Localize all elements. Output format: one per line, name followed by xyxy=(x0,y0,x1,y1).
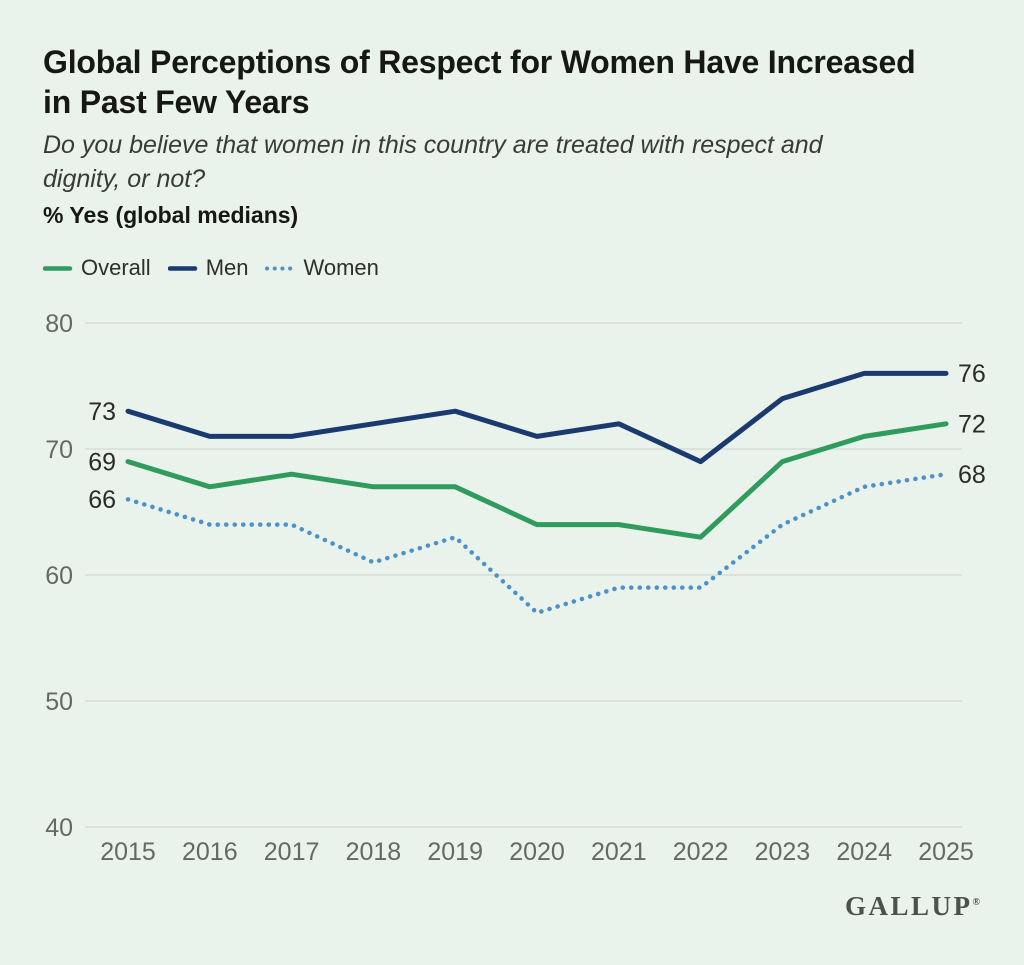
last-point-label-overall: 72 xyxy=(958,411,986,439)
chart-subtitle-line1: Do you believe that women in this countr… xyxy=(43,131,823,159)
series-line-men xyxy=(125,370,949,465)
chart-area: 80 70 60 50 40 2015 2016 2017 2018 2019 2020 2021 20… xyxy=(0,295,1024,885)
x-tick-label-2021: 2021 xyxy=(591,838,647,866)
men-line-swatch-icon xyxy=(167,265,197,271)
legend-item-overall: Overall xyxy=(43,255,151,281)
gallup-logo-text: GALLUP xyxy=(845,891,973,921)
x-tick-label-2019: 2019 xyxy=(427,838,483,866)
registered-trademark-mark: ® xyxy=(972,897,980,908)
header: Global Perceptions of Respect for Women … xyxy=(0,0,1024,281)
legend-label-women: Women xyxy=(303,255,379,280)
women-dotted-line-swatch-icon xyxy=(265,266,296,270)
y-tick-label-70: 70 xyxy=(45,436,73,464)
chart-title: Global Perceptions of Respect for Women … xyxy=(43,42,984,122)
y-tick-label-50: 50 xyxy=(45,688,73,716)
first-point-label-women: 66 xyxy=(88,486,116,514)
chart-title-line1: Global Perceptions of Respect for Women … xyxy=(43,44,916,80)
first-point-label-men: 73 xyxy=(88,398,116,426)
x-tick-label-2022: 2022 xyxy=(673,838,729,866)
legend-item-men: Men xyxy=(167,255,249,281)
legend: Overall Men Women xyxy=(43,255,984,281)
y-tick-label-40: 40 xyxy=(45,814,73,842)
chart-subtitle-line2: dignity, or not? xyxy=(43,165,206,193)
chart-title-line2: in Past Few Years xyxy=(43,84,310,120)
y-tick-label-80: 80 xyxy=(45,310,73,338)
x-tick-label-2023: 2023 xyxy=(755,838,811,866)
x-tick-label-2024: 2024 xyxy=(836,838,892,866)
chart-svg: 80 70 60 50 40 2015 2016 2017 2018 2019 2020 2021 20… xyxy=(45,310,986,866)
y-tick-label-60: 60 xyxy=(45,562,73,590)
legend-label-men: Men xyxy=(205,255,249,280)
last-point-label-women: 68 xyxy=(958,461,986,489)
series-line-overall xyxy=(125,421,949,540)
overall-line-swatch-icon xyxy=(43,265,73,271)
x-tick-label-2017: 2017 xyxy=(264,838,320,866)
x-tick-label-2016: 2016 xyxy=(182,838,238,866)
x-tick-label-2015: 2015 xyxy=(100,838,156,866)
first-point-label-overall: 69 xyxy=(88,448,116,476)
chart-subtitle: Do you believe that women in this countr… xyxy=(43,128,984,196)
x-tick-label-2018: 2018 xyxy=(346,838,402,866)
x-tick-label-2025: 2025 xyxy=(918,838,974,866)
x-tick-label-2020: 2020 xyxy=(509,838,565,866)
series-line-women xyxy=(125,471,949,616)
last-point-label-men: 76 xyxy=(958,360,986,388)
metric-label: % Yes (global medians) xyxy=(43,202,299,228)
legend-label-overall: Overall xyxy=(81,255,151,280)
gallup-logo: GALLUP® xyxy=(845,891,980,922)
legend-item-women: Women xyxy=(265,255,379,281)
